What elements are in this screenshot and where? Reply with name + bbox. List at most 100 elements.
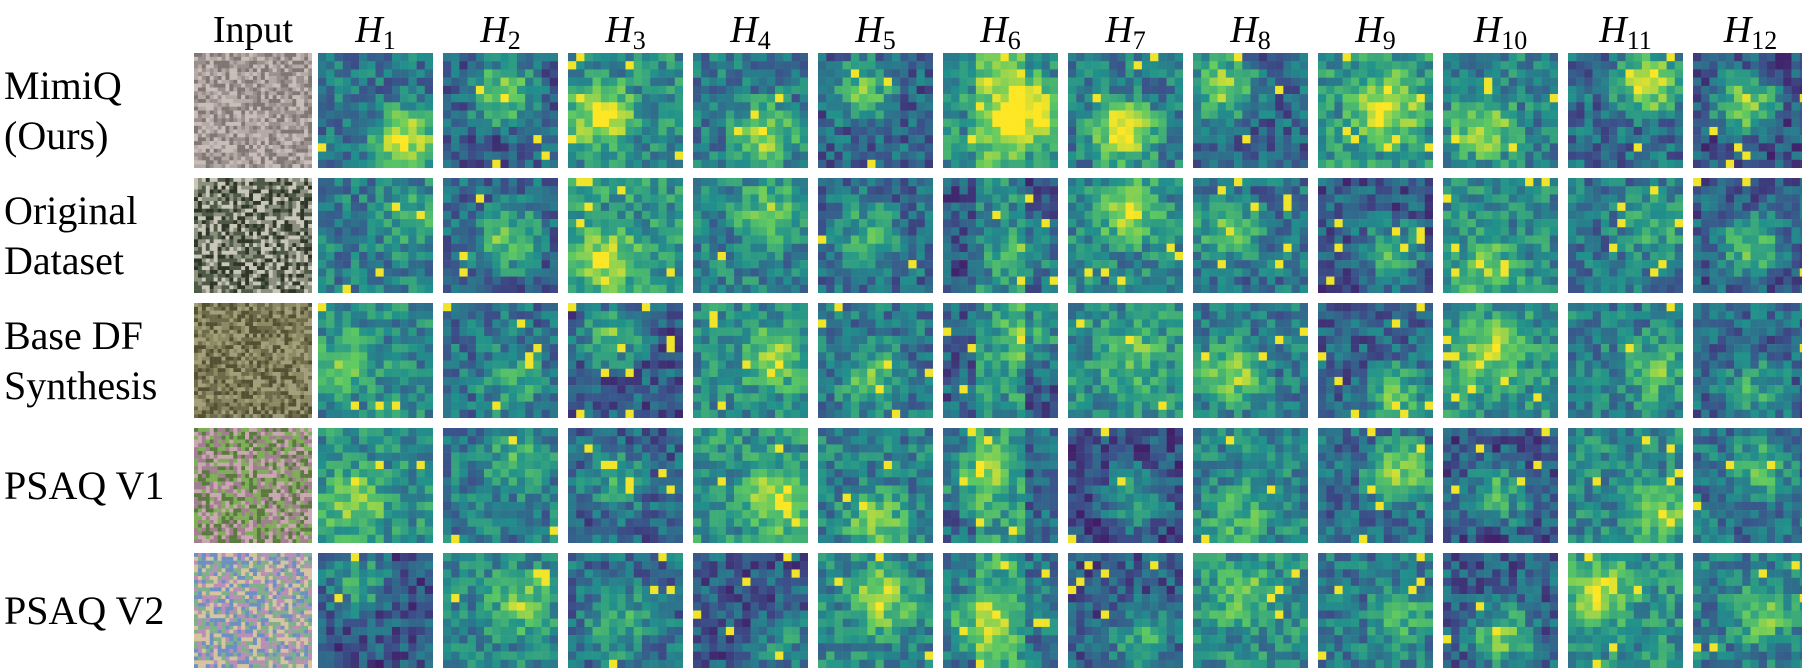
attention-map-r2-h8	[1193, 178, 1308, 293]
head-header-11: H11	[1568, 6, 1683, 65]
head-index: 11	[1626, 26, 1652, 55]
attention-map-r1-h12	[1693, 53, 1802, 168]
attention-map-r3-h6	[943, 303, 1058, 418]
head-symbol: H	[480, 9, 508, 51]
attention-map-r5-h6	[943, 553, 1058, 668]
attention-map-r4-h6	[943, 428, 1058, 543]
attention-map-r2-h11	[1568, 178, 1683, 293]
attention-map-r3-h4	[693, 303, 808, 418]
head-index: 4	[757, 26, 771, 55]
head-header-8: H8	[1193, 6, 1308, 65]
attention-map-r3-h11	[1568, 303, 1683, 418]
attention-map-r2-h4	[693, 178, 808, 293]
attention-map-r1-h2	[443, 53, 558, 168]
attention-map-r4-h1	[318, 428, 433, 543]
attention-map-r5-h12	[1693, 553, 1802, 668]
attention-map-r1-h5	[818, 53, 933, 168]
attention-map-r3-h7	[1068, 303, 1183, 418]
row-label-3: Base DF Synthesis	[4, 303, 189, 418]
attention-map-r5-h4	[693, 553, 808, 668]
attention-map-r2-h2	[443, 178, 558, 293]
attention-map-r5-h5	[818, 553, 933, 668]
head-symbol: H	[605, 9, 633, 51]
attention-map-r2-h6	[943, 178, 1058, 293]
row-label-line: Base DF	[4, 312, 143, 358]
head-header-12: H12	[1693, 6, 1802, 65]
head-index: 8	[1257, 26, 1271, 55]
attention-map-r5-h2	[443, 553, 558, 668]
row-label-line: PSAQ V2	[4, 587, 165, 633]
attention-map-r1-h11	[1568, 53, 1683, 168]
head-symbol: H	[980, 9, 1008, 51]
head-symbol: H	[1599, 9, 1627, 51]
head-symbol: H	[1473, 9, 1502, 51]
attention-map-r2-h7	[1068, 178, 1183, 293]
input-header: Input	[212, 9, 294, 51]
head-header-3: H3	[568, 6, 683, 65]
attention-map-r3-h2	[443, 303, 558, 418]
attention-map-r1-h1	[318, 53, 433, 168]
attention-map-r5-h3	[568, 553, 683, 668]
head-index: 10	[1501, 26, 1528, 55]
attention-map-r2-h5	[818, 178, 933, 293]
attention-map-r5-h11	[1568, 553, 1683, 668]
row-label-line: PSAQ V1	[4, 462, 165, 508]
attention-map-r3-h8	[1193, 303, 1308, 418]
row-label-2: Original Dataset	[4, 178, 189, 293]
row-label-line: Synthesis	[4, 362, 158, 408]
head-index: 12	[1751, 26, 1778, 55]
input-image-5	[194, 553, 312, 668]
attention-map-r5-h10	[1443, 553, 1558, 668]
attention-map-r2-h10	[1443, 178, 1558, 293]
head-header-6: H6	[943, 6, 1058, 65]
attention-map-r3-h10	[1443, 303, 1558, 418]
head-header-1: H1	[318, 6, 433, 65]
attention-map-r4-h7	[1068, 428, 1183, 543]
head-header-2: H2	[443, 6, 558, 65]
attention-map-r3-h5	[818, 303, 933, 418]
input-image-3	[194, 303, 312, 418]
head-symbol: H	[730, 9, 758, 51]
attention-map-r3-h1	[318, 303, 433, 418]
row-label-5: PSAQ V2	[4, 553, 189, 668]
attention-map-r5-h9	[1318, 553, 1433, 668]
attention-map-r1-h9	[1318, 53, 1433, 168]
row-label-line: Original	[4, 187, 138, 233]
row-label-4: PSAQ V1	[4, 428, 189, 543]
attention-map-r4-h5	[818, 428, 933, 543]
head-index: 7	[1132, 26, 1146, 55]
row-label-line: (Ours)	[4, 112, 109, 158]
attention-map-r2-h3	[568, 178, 683, 293]
head-index: 9	[1382, 26, 1396, 55]
input-image-2	[194, 178, 312, 293]
attention-map-r4-h12	[1693, 428, 1802, 543]
attention-map-r2-h9	[1318, 178, 1433, 293]
row-label-line: Dataset	[4, 237, 124, 283]
head-header-9: H9	[1318, 6, 1433, 65]
attention-map-r4-h4	[693, 428, 808, 543]
attention-map-r1-h6	[943, 53, 1058, 168]
attention-map-r4-h9	[1318, 428, 1433, 543]
head-symbol: H	[1230, 9, 1258, 51]
attention-map-r1-h3	[568, 53, 683, 168]
attention-map-r5-h1	[318, 553, 433, 668]
attention-map-r4-h8	[1193, 428, 1308, 543]
head-index: 3	[632, 26, 646, 55]
attention-map-r3-h3	[568, 303, 683, 418]
attention-map-r2-h12	[1693, 178, 1802, 293]
head-symbol: H	[1355, 9, 1383, 51]
attention-map-r4-h10	[1443, 428, 1558, 543]
head-index: 1	[382, 26, 396, 55]
input-image-4	[194, 428, 312, 543]
attention-map-r1-h10	[1443, 53, 1558, 168]
attention-map-r1-h8	[1193, 53, 1308, 168]
attention-map-r1-h4	[693, 53, 808, 168]
head-index: 5	[882, 26, 896, 55]
head-header-7: H7	[1068, 6, 1183, 65]
attention-map-r4-h11	[1568, 428, 1683, 543]
input-image-1	[194, 53, 312, 168]
attention-map-r3-h9	[1318, 303, 1433, 418]
head-header-10: H10	[1443, 6, 1558, 65]
attention-map-r4-h3	[568, 428, 683, 543]
